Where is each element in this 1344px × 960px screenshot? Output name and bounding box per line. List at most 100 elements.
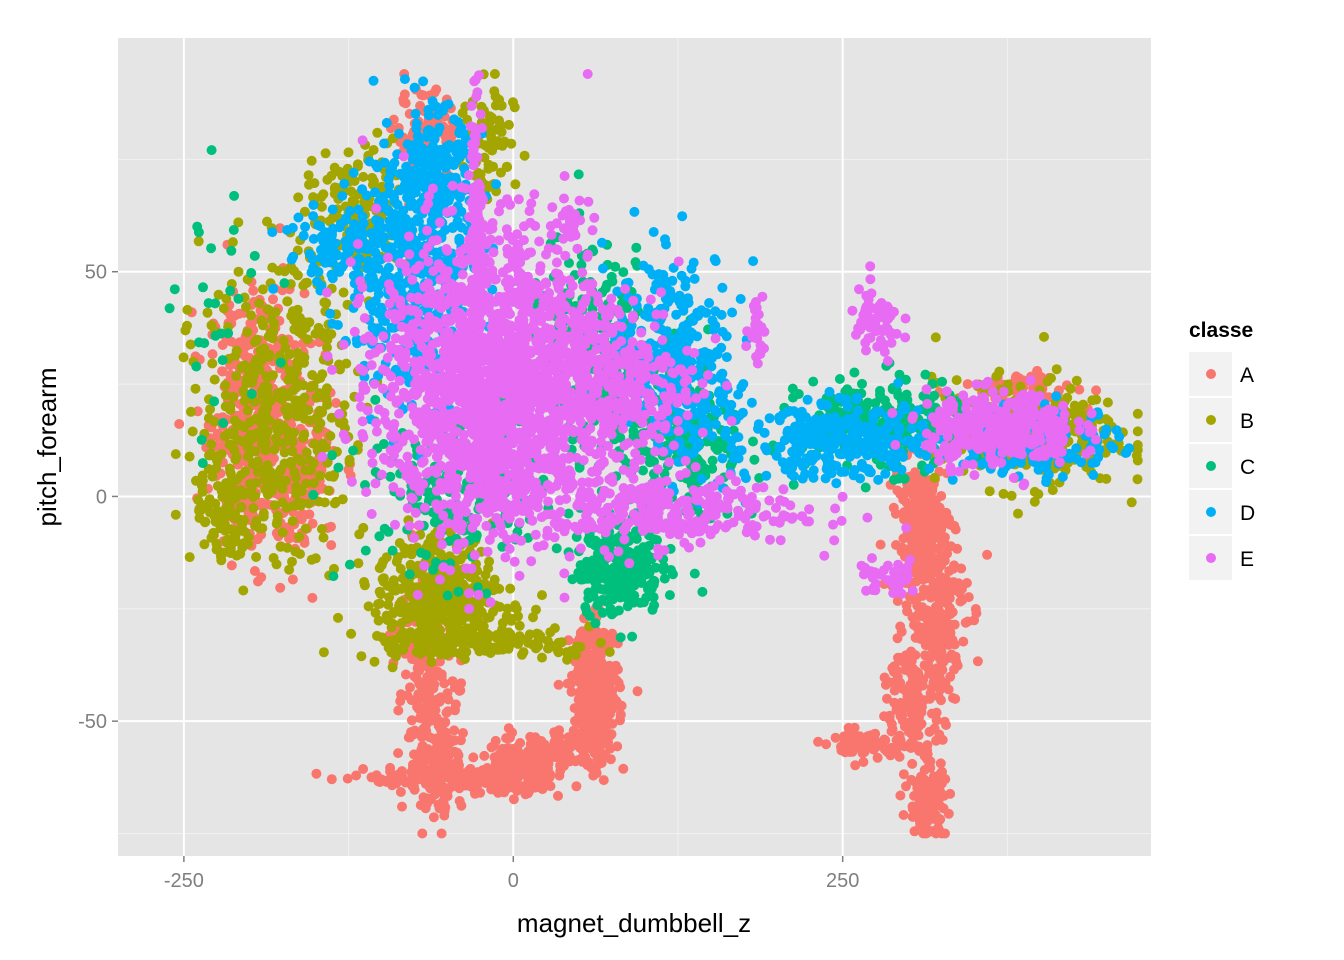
data-point	[400, 669, 411, 680]
data-point	[308, 489, 319, 500]
data-point	[442, 748, 453, 759]
data-point	[302, 334, 313, 345]
data-point	[490, 785, 501, 796]
data-point	[231, 451, 242, 462]
data-point	[583, 534, 594, 545]
data-point	[449, 725, 460, 736]
data-point	[545, 627, 556, 638]
data-point	[1102, 397, 1113, 408]
data-point	[395, 696, 406, 707]
data-point	[404, 569, 415, 580]
data-point	[425, 629, 436, 640]
data-point	[258, 511, 269, 522]
data-point	[509, 602, 520, 613]
data-point	[613, 605, 624, 616]
data-point	[426, 708, 437, 718]
data-point	[697, 586, 708, 597]
data-point	[182, 304, 193, 315]
data-point	[295, 510, 306, 521]
data-point	[306, 155, 317, 166]
data-point	[605, 743, 616, 754]
data-point	[573, 169, 584, 180]
data-point	[591, 760, 602, 771]
data-point	[406, 543, 417, 554]
data-point	[950, 651, 961, 662]
data-point	[246, 310, 256, 321]
data-point	[259, 381, 270, 392]
data-point	[509, 635, 520, 646]
data-point	[359, 577, 370, 587]
data-point	[260, 445, 271, 456]
data-point	[441, 763, 452, 774]
data-point	[553, 679, 564, 690]
data-point	[489, 86, 500, 97]
data-point	[225, 541, 236, 552]
data-point	[199, 539, 210, 550]
data-point	[951, 375, 962, 386]
data-point	[331, 496, 342, 507]
data-point	[227, 237, 238, 248]
data-point	[573, 694, 584, 705]
data-point	[938, 550, 949, 561]
data-point	[594, 666, 605, 677]
data-point	[366, 772, 377, 783]
data-point	[576, 574, 586, 585]
data-point	[911, 706, 922, 717]
data-point	[918, 674, 929, 685]
data-point	[391, 584, 402, 595]
data-point	[933, 691, 944, 702]
data-point	[935, 633, 946, 644]
data-point	[632, 686, 643, 697]
data-point	[489, 69, 500, 79]
data-point	[919, 765, 930, 775]
data-point	[319, 297, 330, 308]
data-point	[830, 732, 841, 743]
data-point	[222, 524, 233, 535]
data-point	[360, 545, 371, 556]
data-point	[936, 491, 947, 501]
data-point	[209, 416, 220, 427]
data-point	[909, 595, 920, 606]
data-point	[519, 150, 530, 161]
data-point	[929, 472, 940, 483]
data-point	[226, 336, 237, 347]
data-point	[862, 731, 873, 742]
data-point	[873, 737, 884, 748]
data-point	[416, 746, 427, 756]
data-point	[312, 374, 323, 384]
data-point	[613, 583, 624, 593]
data-point	[566, 686, 577, 697]
data-point	[544, 772, 555, 783]
data-point	[842, 736, 853, 747]
data-point	[418, 723, 429, 734]
data-point	[268, 453, 279, 464]
data-point	[689, 568, 700, 579]
data-point	[506, 138, 517, 149]
data-point	[912, 531, 923, 542]
data-point	[446, 123, 457, 134]
data-point	[252, 456, 263, 467]
data-point	[344, 559, 355, 570]
data-point	[276, 464, 286, 475]
data-point	[431, 666, 442, 677]
data-point	[524, 629, 535, 640]
data-point	[281, 390, 292, 401]
data-point	[261, 499, 272, 510]
data-point	[618, 763, 629, 774]
data-point	[442, 590, 453, 601]
data-point	[220, 380, 231, 391]
data-point	[204, 494, 215, 505]
data-point	[598, 721, 609, 731]
data-point	[321, 394, 332, 405]
data-point	[922, 754, 932, 765]
data-point	[233, 266, 244, 277]
data-point	[226, 560, 237, 571]
data-point	[405, 682, 415, 693]
data-point	[358, 764, 369, 774]
data-point	[406, 715, 417, 726]
data-point	[998, 488, 1009, 499]
data-point	[370, 394, 381, 405]
data-point	[231, 345, 242, 356]
data-point	[880, 679, 891, 690]
